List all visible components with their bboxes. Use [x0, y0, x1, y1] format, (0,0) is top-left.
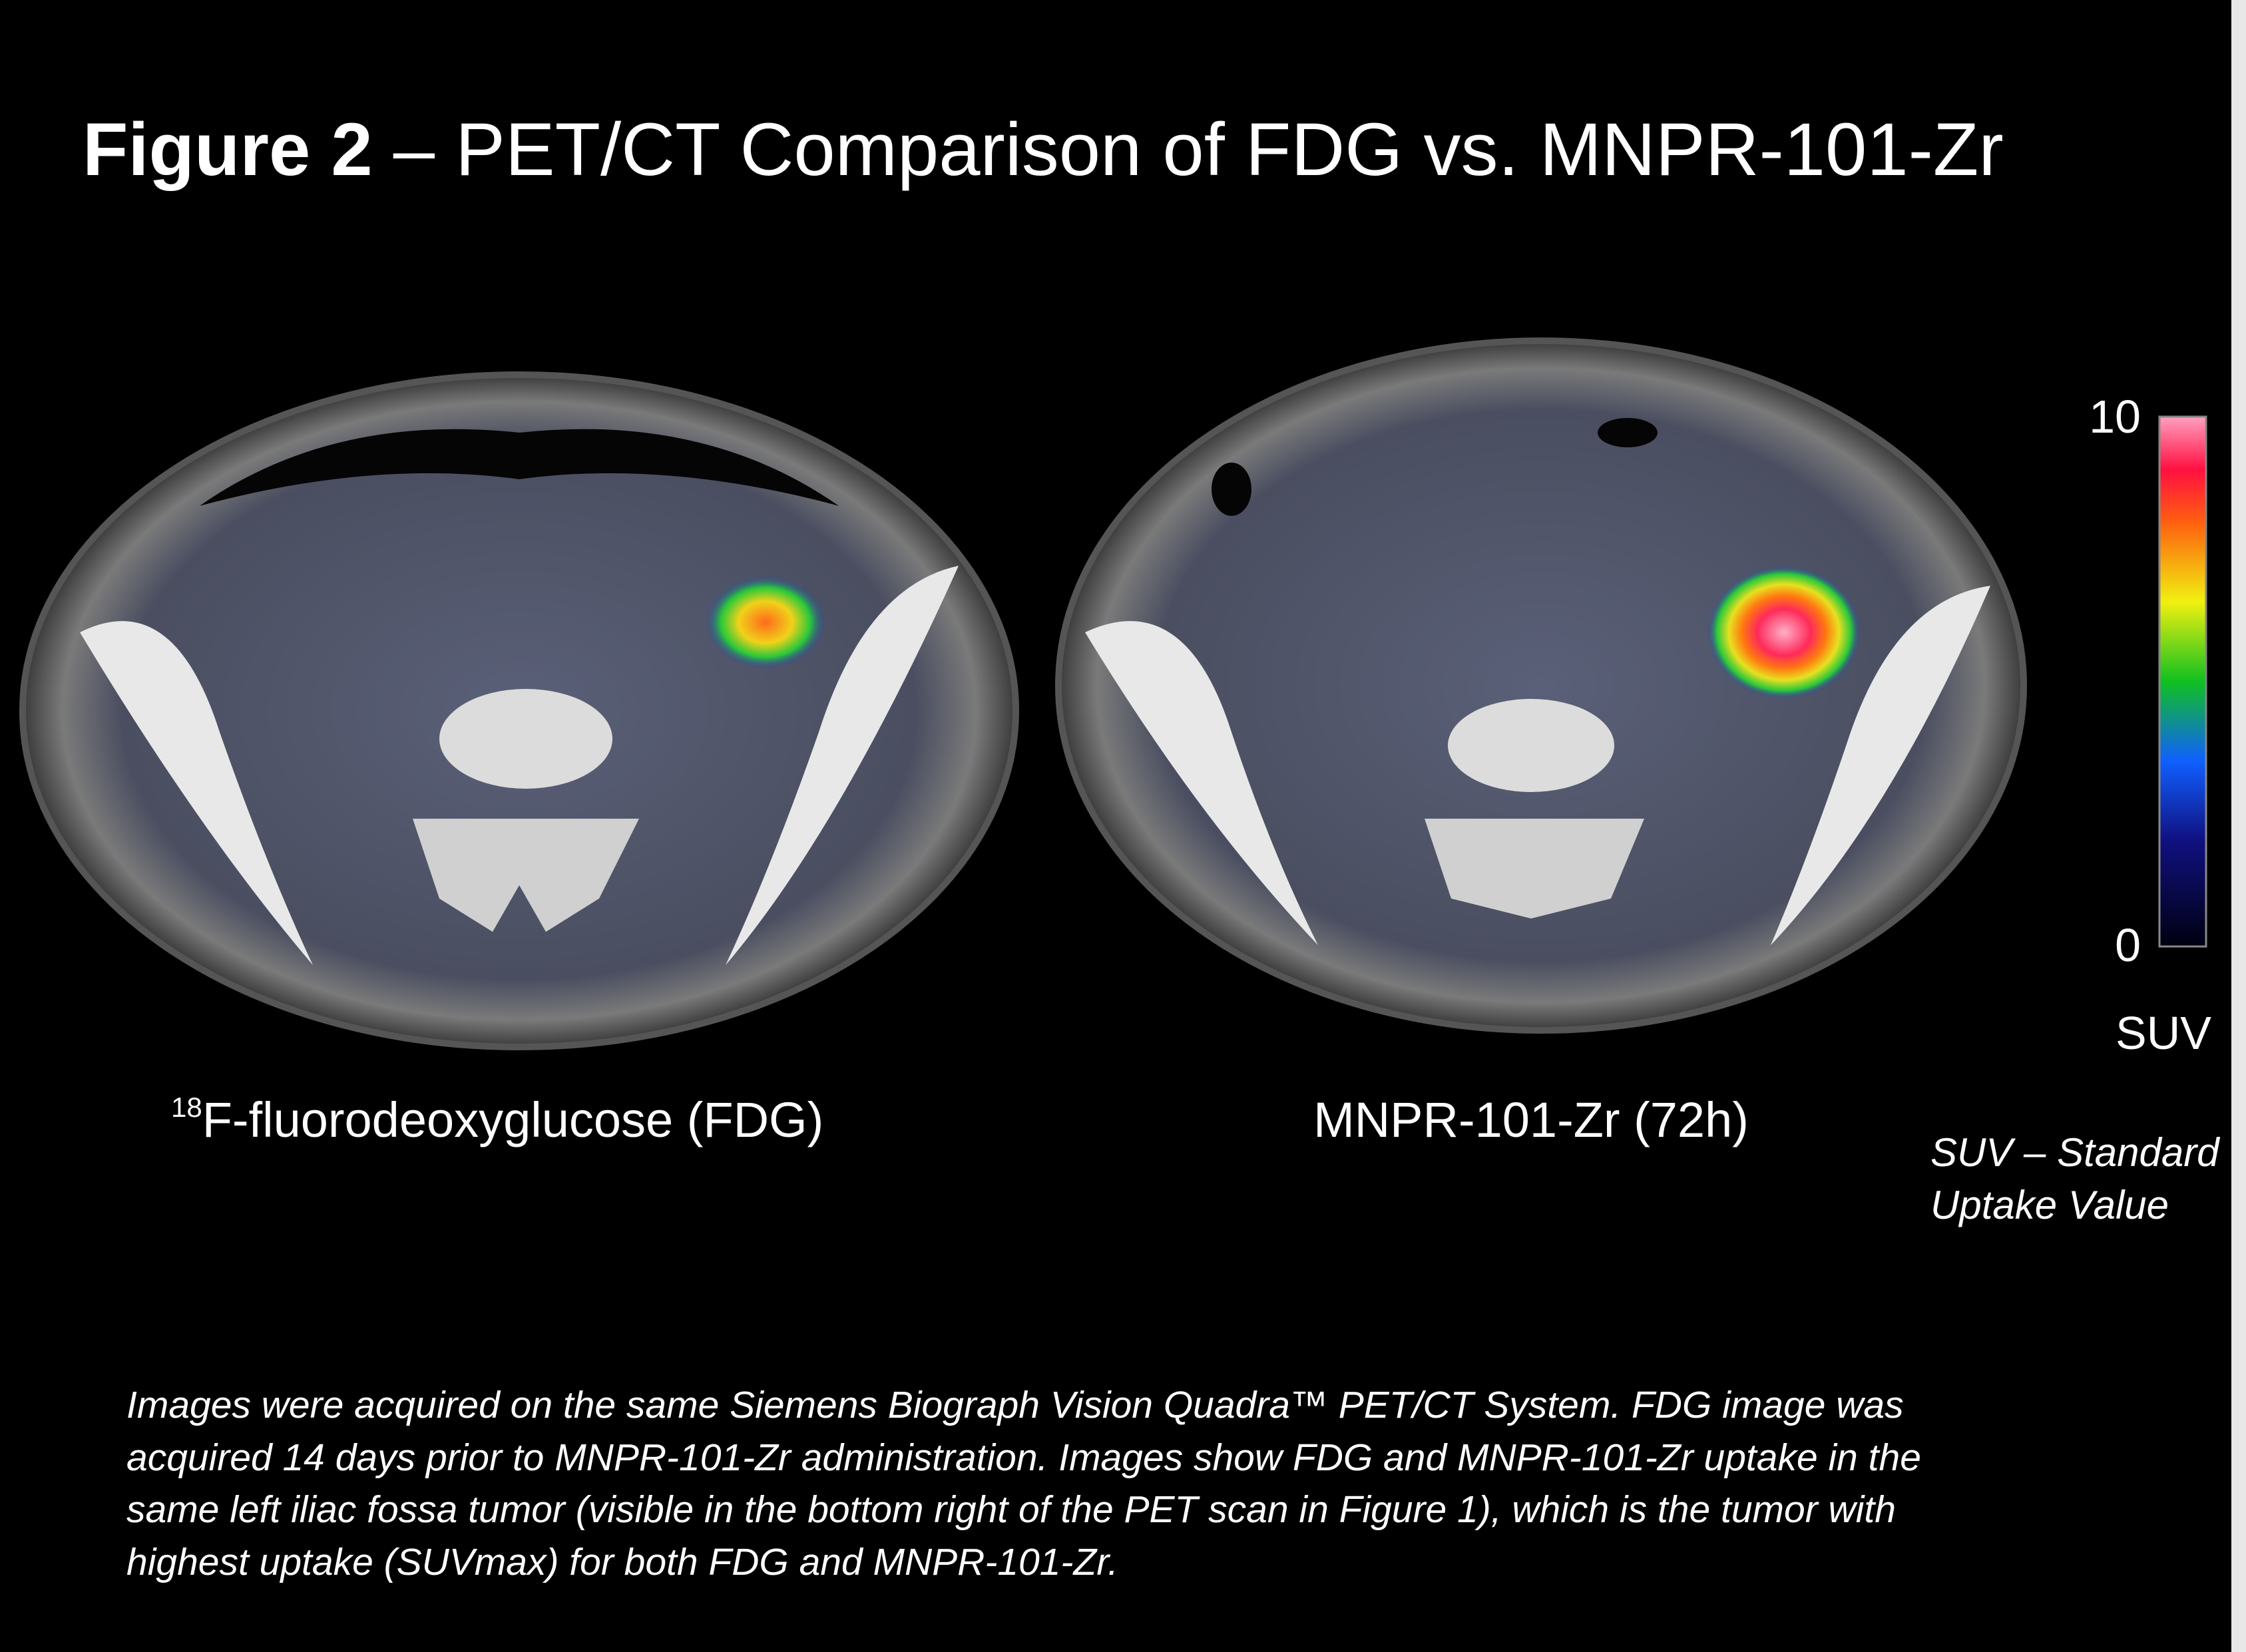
sacrum — [1425, 819, 1644, 919]
footnote-line: highest uptake (SUVmax) for both FDG and… — [126, 1541, 1118, 1583]
colorbar — [2158, 415, 2207, 948]
bone — [1771, 586, 1990, 945]
tumor-uptake — [706, 576, 825, 669]
scan-left — [19, 371, 1019, 1050]
tumor-uptake — [1707, 566, 1861, 699]
caption-left: 18F-fluorodeoxyglucose (FDG) — [171, 1092, 823, 1148]
bowel-gas — [200, 429, 839, 506]
note-line: Uptake Value — [1930, 1183, 2169, 1227]
vertebra — [439, 689, 612, 789]
caption-right: MNPR-101-Zr (72h) — [1313, 1092, 1749, 1147]
vertebra — [1448, 699, 1614, 792]
note-line: SUV – Standard — [1930, 1130, 2219, 1175]
edge-strip — [2231, 0, 2246, 1652]
bone — [1085, 621, 1318, 945]
colorbar-label: SUV — [2116, 1007, 2211, 1059]
bowel-gas — [1212, 463, 1251, 516]
footnote-line: same left iliac fossa tumor (visible in … — [126, 1488, 1896, 1531]
colorbar-max: 10 — [2089, 391, 2141, 443]
body-outline — [1055, 337, 2027, 1034]
footnote-line: acquired 14 days prior to MNPR-101-Zr ad… — [126, 1436, 1921, 1479]
scan-right — [1055, 337, 2027, 1034]
caption: F-fluorodeoxyglucose (FDG) — [202, 1092, 824, 1147]
bowel-gas — [1598, 418, 1658, 447]
title-text: – PET/CT Comparison of FDG vs. MNPR-101-… — [372, 108, 2004, 191]
bone — [726, 566, 959, 965]
sacrum — [413, 819, 639, 932]
colorbar-min: 0 — [2115, 919, 2141, 971]
bone — [80, 621, 313, 965]
title: Figure 2 – PET/CT Comparison of FDG vs. … — [83, 106, 2004, 192]
caption-superscript: 18 — [171, 1092, 202, 1123]
footnote-line: Images were acquired on the same Siemens… — [126, 1384, 1904, 1426]
title-label: Figure 2 — [83, 108, 373, 191]
